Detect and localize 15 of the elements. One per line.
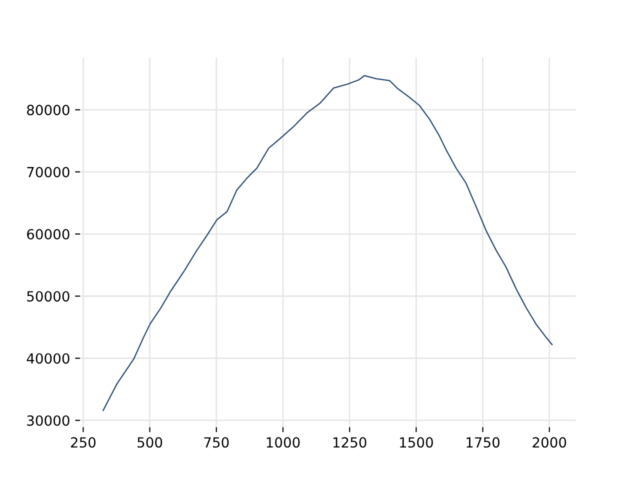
y-tick-label: 40000: [26, 353, 70, 364]
x-tick-label: 500: [138, 437, 162, 448]
x-tick-label: 1500: [400, 437, 433, 448]
y-tick-label: 50000: [27, 291, 70, 302]
x-tick-label: 1250: [333, 437, 366, 448]
x-tick-label: 250: [70, 437, 96, 448]
x-tick-label: 750: [204, 437, 229, 448]
y-tick-label: 80000: [27, 104, 70, 116]
y-tick-label: 60000: [27, 228, 70, 240]
y-tick-label: 30000: [27, 415, 70, 426]
x-tick-label: 1750: [466, 437, 500, 448]
line-series: [102, 74, 553, 412]
x-tick-label: 1000: [266, 437, 300, 448]
y-tick-label: 70000: [27, 166, 70, 178]
x-tick-label: 2000: [532, 437, 566, 448]
